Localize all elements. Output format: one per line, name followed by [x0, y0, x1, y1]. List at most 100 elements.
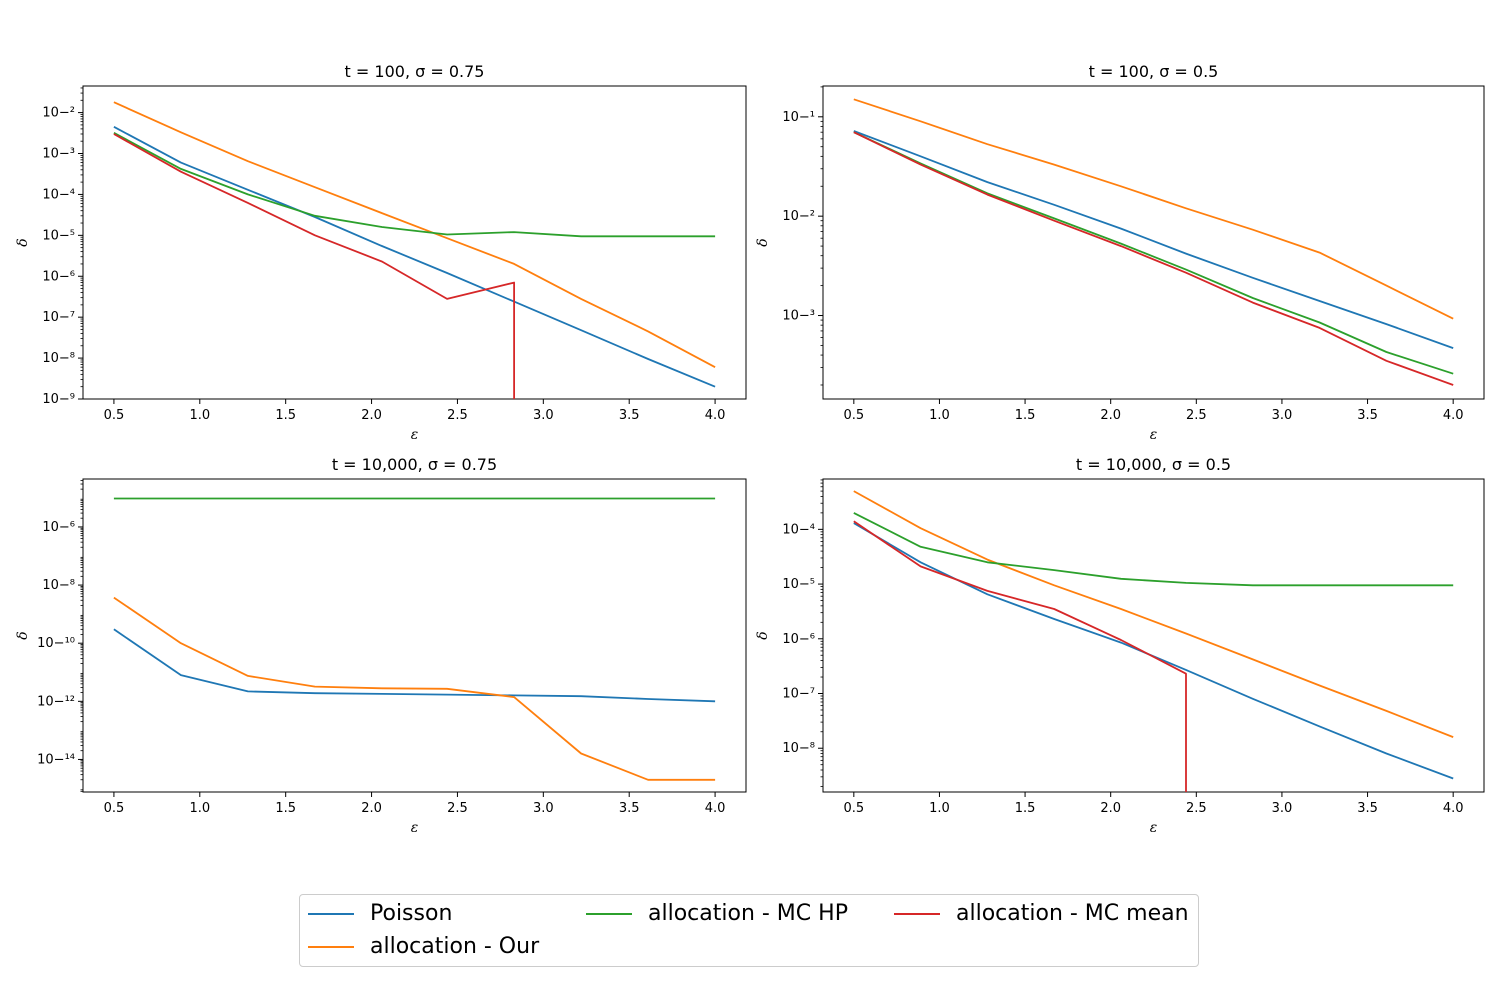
x-tick-label: 1.5	[1015, 801, 1036, 816]
x-tick-label: 1.5	[275, 408, 296, 423]
series-line-poisson	[113, 126, 716, 388]
series-line-poisson	[853, 522, 1454, 780]
y-axis-label: δ	[755, 631, 771, 639]
x-tick-label: 4.0	[1443, 408, 1464, 423]
x-tick-label: 0.5	[104, 801, 125, 816]
y-tick-label: 10−³	[782, 309, 815, 324]
legend-label-allocation-our: allocation - Our	[370, 934, 540, 959]
series-line-allocation-our	[113, 101, 716, 368]
panel-title: t = 10,000, σ = 0.5	[1076, 455, 1231, 474]
legend-swatch-mc-hp	[586, 912, 632, 915]
x-tick-label: 0.5	[843, 801, 864, 816]
panel-title: t = 100, σ = 0.5	[1089, 62, 1219, 81]
y-axis-label: δ	[755, 238, 771, 246]
y-tick-label: 10−⁴	[782, 522, 815, 537]
series-line-allocation-mc-hp	[113, 132, 716, 238]
plot-frame	[822, 85, 1485, 400]
x-tick-label: 4.0	[705, 408, 726, 423]
x-tick-label: 2.0	[361, 801, 382, 816]
panel-3: 0.5 1.0 1.5 2.0 2.5 3.0 3.5 4.0 10−¹⁴ 10−¹² 10−¹⁰ 1…	[15, 455, 747, 836]
y-tick-label: 10−⁴	[42, 187, 75, 202]
x-tick-label: 2.0	[1100, 408, 1121, 423]
y-tick-label: 10−²	[782, 209, 815, 224]
legend-swatch-mc-mean	[894, 912, 940, 915]
legend-swatch-poisson	[308, 912, 354, 915]
y-tick-label: 10−¹²	[37, 694, 75, 709]
legend-entry-poisson: Poisson	[308, 901, 452, 926]
y-tick-label: 10−⁶	[42, 269, 75, 284]
x-tick-label: 1.5	[1015, 408, 1036, 423]
y-tick-label: 10−⁵	[42, 228, 75, 243]
series-line-poisson	[853, 130, 1454, 349]
x-tick-label: 3.0	[533, 408, 554, 423]
y-tick-label: 10−²	[42, 106, 75, 121]
x-tick-label: 1.5	[275, 801, 296, 816]
x-tick-label: 1.0	[189, 408, 210, 423]
series-line-allocation-mc-mean	[113, 133, 515, 399]
series-line-poisson	[113, 628, 716, 703]
y-tick-label: 10−⁸	[782, 741, 815, 756]
panel-2: 0.5 1.0 1.5 2.0 2.5 3.0 3.5 4.0 10−³ 10−² 10−¹ t = …	[755, 62, 1485, 443]
x-axis-label: ε	[411, 427, 419, 443]
y-tick-label: 10−⁹	[42, 392, 75, 407]
legend-entry-allocation-our: allocation - Our	[308, 934, 539, 959]
panel-4: 0.5 1.0 1.5 2.0 2.5 3.0 3.5 4.0 10−⁸ 10−⁷ 10−⁶ 10−⁵…	[755, 455, 1485, 836]
legend-swatch-allocation-our	[308, 945, 354, 948]
legend-entry-mc-mean: allocation - MC mean	[894, 901, 1189, 926]
x-tick-label: 3.5	[1357, 801, 1378, 816]
legend-label-mc-mean: allocation - MC mean	[956, 901, 1189, 926]
plot-frame	[822, 478, 1485, 793]
x-axis-label: ε	[1150, 427, 1158, 443]
panel-1: 0.5 1.0 1.5 2.0 2.5 3.0 3.5 4.0 10−⁹ 10−⁸ 10−⁷ 10−⁶…	[15, 62, 747, 443]
y-tick-label: 10−³	[42, 147, 75, 162]
legend-label-poisson: Poisson	[370, 901, 453, 926]
y-tick-label: 10−⁷	[782, 687, 815, 702]
panel-title: t = 100, σ = 0.75	[345, 62, 485, 81]
y-tick-label: 10−¹⁰	[37, 636, 75, 651]
y-tick-label: 10−⁵	[782, 577, 815, 592]
x-axis-label: ε	[411, 820, 419, 836]
y-tick-label: 10−⁷	[42, 310, 75, 325]
series-line-allocation-mc-mean	[853, 520, 1187, 792]
x-tick-label: 3.5	[619, 801, 640, 816]
y-tick-label: 10−⁶	[42, 520, 75, 535]
x-tick-label: 1.0	[929, 801, 950, 816]
series-line-allocation-our	[853, 490, 1454, 738]
x-tick-label: 4.0	[705, 801, 726, 816]
x-tick-label: 0.5	[104, 408, 125, 423]
y-tick-label: 10−⁶	[782, 632, 815, 647]
panel-title: t = 10,000, σ = 0.75	[332, 455, 497, 474]
plot-frame	[82, 85, 747, 400]
x-tick-label: 2.5	[447, 408, 468, 423]
series-line-allocation-mc-hp	[853, 512, 1454, 587]
x-tick-label: 4.0	[1443, 801, 1464, 816]
x-tick-label: 2.0	[361, 408, 382, 423]
x-tick-label: 2.0	[1100, 801, 1121, 816]
x-axis-label: ε	[1150, 820, 1158, 836]
x-tick-label: 1.0	[929, 408, 950, 423]
x-tick-label: 3.0	[533, 801, 554, 816]
x-tick-label: 2.5	[1186, 801, 1207, 816]
x-tick-label: 0.5	[843, 408, 864, 423]
legend: Poisson allocation - Our allocation - MC…	[299, 894, 1199, 967]
series-line-allocation-our	[853, 98, 1454, 320]
series-line-allocation-our	[113, 596, 716, 781]
y-tick-label: 10−⁸	[42, 351, 75, 366]
x-tick-label: 2.5	[1186, 408, 1207, 423]
legend-entry-mc-hp: allocation - MC HP	[586, 901, 848, 926]
legend-label-mc-hp: allocation - MC HP	[648, 901, 848, 926]
x-tick-label: 3.0	[1272, 801, 1293, 816]
series-line-allocation-mc-mean	[853, 131, 1454, 386]
x-tick-label: 3.5	[1357, 408, 1378, 423]
y-tick-label: 10−⁸	[42, 578, 75, 593]
plot-frame	[82, 478, 747, 793]
y-tick-label: 10−¹	[782, 110, 815, 125]
y-axis-label: δ	[15, 631, 31, 639]
x-tick-label: 2.5	[447, 801, 468, 816]
series-line-allocation-mc-hp	[853, 131, 1454, 375]
x-tick-label: 3.0	[1272, 408, 1293, 423]
y-tick-label: 10−¹⁴	[37, 752, 75, 767]
y-axis-label: δ	[15, 238, 31, 246]
x-tick-label: 3.5	[619, 408, 640, 423]
